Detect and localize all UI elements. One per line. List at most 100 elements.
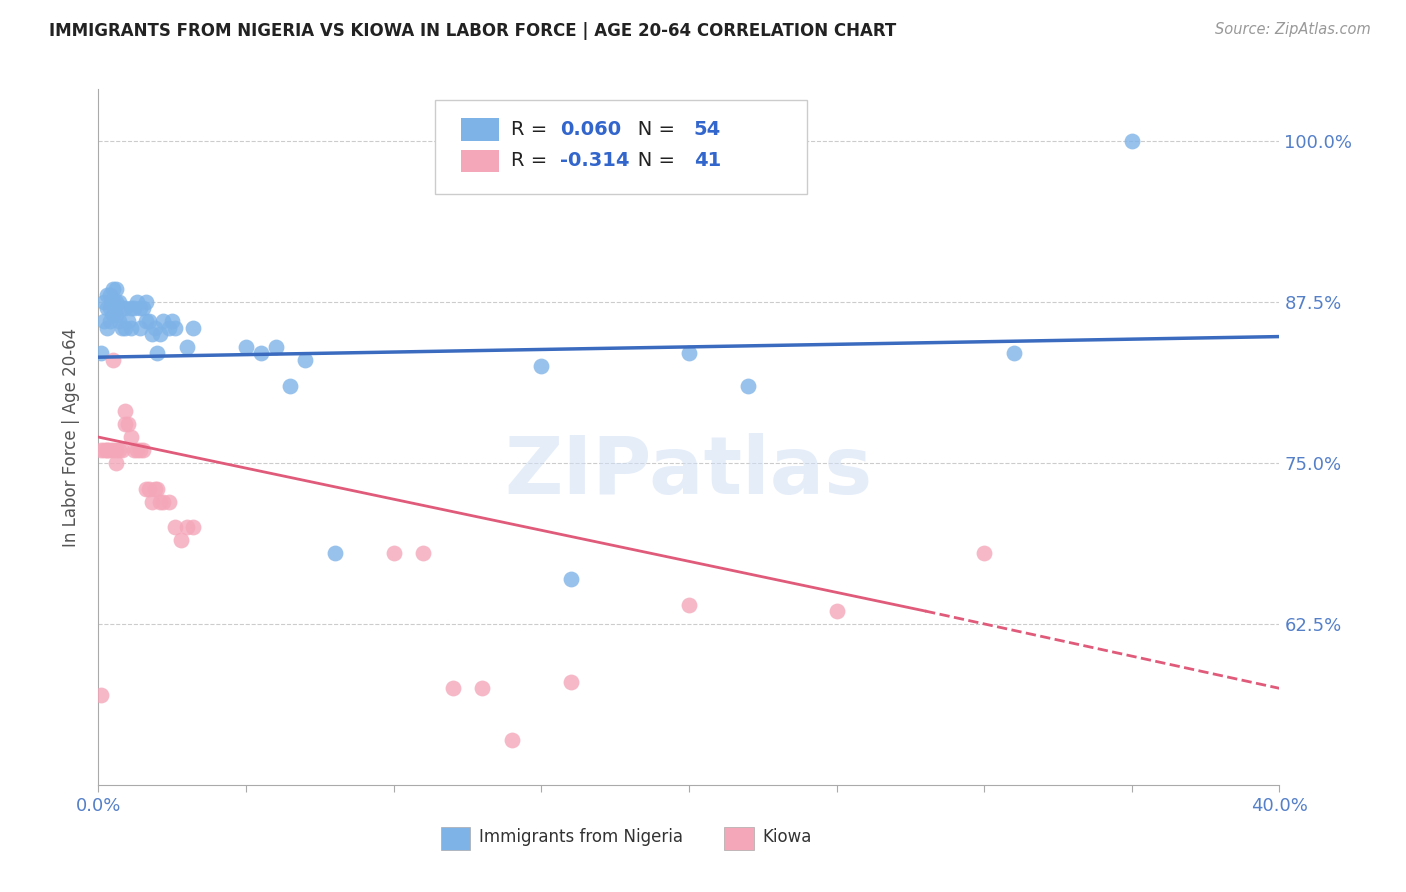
Point bbox=[93, 314, 115, 328]
Point bbox=[120, 320, 142, 334]
Point bbox=[1121, 134, 1143, 148]
Text: Source: ZipAtlas.com: Source: ZipAtlas.com bbox=[1215, 22, 1371, 37]
Point bbox=[135, 294, 157, 309]
Point bbox=[678, 598, 700, 612]
Point bbox=[103, 442, 125, 457]
Point bbox=[105, 442, 128, 457]
Point bbox=[132, 301, 155, 316]
Point bbox=[122, 442, 145, 457]
Point bbox=[103, 282, 125, 296]
Point bbox=[98, 301, 121, 316]
Text: 41: 41 bbox=[693, 152, 721, 170]
Point bbox=[323, 546, 346, 560]
Point bbox=[149, 326, 172, 341]
Point bbox=[176, 520, 198, 534]
Point bbox=[111, 442, 134, 457]
Point bbox=[973, 546, 995, 560]
Point bbox=[120, 301, 142, 316]
Point bbox=[143, 320, 166, 334]
Point bbox=[235, 340, 257, 354]
Text: -0.314: -0.314 bbox=[560, 152, 630, 170]
Text: Immigrants from Nigeria: Immigrants from Nigeria bbox=[478, 828, 683, 847]
Point bbox=[294, 352, 316, 367]
FancyBboxPatch shape bbox=[724, 828, 754, 850]
Point bbox=[96, 442, 118, 457]
Y-axis label: In Labor Force | Age 20-64: In Labor Force | Age 20-64 bbox=[62, 327, 80, 547]
Point bbox=[96, 288, 118, 302]
Point bbox=[90, 442, 112, 457]
Point bbox=[825, 604, 848, 618]
Point bbox=[560, 572, 582, 586]
Point bbox=[105, 282, 128, 296]
Point bbox=[165, 520, 187, 534]
Point bbox=[108, 442, 131, 457]
Point bbox=[120, 430, 142, 444]
Point bbox=[138, 314, 160, 328]
Point bbox=[280, 378, 302, 392]
Text: 54: 54 bbox=[693, 120, 721, 139]
Point bbox=[125, 442, 148, 457]
Text: N =: N = bbox=[619, 152, 682, 170]
Point bbox=[1002, 346, 1025, 360]
Point bbox=[382, 546, 405, 560]
Point bbox=[181, 520, 204, 534]
Point bbox=[250, 346, 273, 360]
Point bbox=[157, 320, 180, 334]
Text: R =: R = bbox=[510, 120, 553, 139]
Point bbox=[93, 442, 115, 457]
FancyBboxPatch shape bbox=[461, 119, 499, 141]
Point bbox=[117, 417, 139, 432]
Point bbox=[143, 482, 166, 496]
Point bbox=[441, 681, 464, 696]
Point bbox=[103, 352, 125, 367]
Point bbox=[98, 314, 121, 328]
Point bbox=[264, 340, 287, 354]
Point bbox=[111, 320, 134, 334]
FancyBboxPatch shape bbox=[434, 100, 807, 194]
Point bbox=[152, 494, 174, 508]
Point bbox=[138, 482, 160, 496]
Point bbox=[157, 494, 180, 508]
Point bbox=[96, 301, 118, 316]
Point bbox=[96, 320, 118, 334]
Point bbox=[530, 359, 553, 374]
Point bbox=[93, 294, 115, 309]
Point bbox=[471, 681, 494, 696]
Point bbox=[96, 442, 118, 457]
Point bbox=[152, 314, 174, 328]
Point bbox=[132, 442, 155, 457]
Point bbox=[135, 482, 157, 496]
Point bbox=[141, 326, 163, 341]
Point bbox=[128, 301, 150, 316]
Point bbox=[114, 301, 136, 316]
Point bbox=[412, 546, 434, 560]
Point bbox=[678, 346, 700, 360]
Point bbox=[108, 314, 131, 328]
Point bbox=[103, 294, 125, 309]
Point bbox=[103, 308, 125, 322]
FancyBboxPatch shape bbox=[461, 150, 499, 172]
Point bbox=[108, 294, 131, 309]
Point bbox=[176, 340, 198, 354]
Point bbox=[128, 442, 150, 457]
Point bbox=[560, 674, 582, 689]
FancyBboxPatch shape bbox=[441, 828, 471, 850]
Point bbox=[105, 456, 128, 470]
Text: IMMIGRANTS FROM NIGERIA VS KIOWA IN LABOR FORCE | AGE 20-64 CORRELATION CHART: IMMIGRANTS FROM NIGERIA VS KIOWA IN LABO… bbox=[49, 22, 897, 40]
Point bbox=[90, 688, 112, 702]
Point bbox=[105, 294, 128, 309]
Point bbox=[90, 346, 112, 360]
Point bbox=[111, 301, 134, 316]
Point bbox=[125, 294, 148, 309]
Point bbox=[98, 288, 121, 302]
Point bbox=[149, 494, 172, 508]
Point bbox=[114, 320, 136, 334]
Point bbox=[114, 417, 136, 432]
Point bbox=[135, 314, 157, 328]
Point bbox=[501, 732, 523, 747]
Point bbox=[122, 301, 145, 316]
Point bbox=[737, 378, 759, 392]
Point bbox=[105, 308, 128, 322]
Point bbox=[141, 494, 163, 508]
Point bbox=[162, 314, 183, 328]
